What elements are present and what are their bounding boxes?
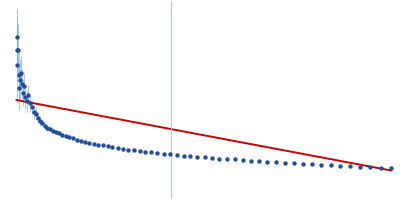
Point [282,161,288,164]
Point [367,166,374,169]
Point [42,124,48,127]
Point [232,158,238,161]
Point [273,161,279,164]
Point [28,106,35,109]
Point [125,148,132,151]
Point [347,165,353,168]
Point [16,87,22,90]
Point [357,165,363,168]
Point [15,74,22,77]
Point [47,127,53,130]
Point [318,163,324,166]
Point [78,139,84,142]
Point [14,35,20,39]
Point [160,152,167,155]
Point [20,91,26,94]
Point [32,112,39,115]
Point [37,120,43,123]
Point [27,102,33,105]
Point [264,160,271,163]
Point [300,162,306,165]
Point [59,133,66,136]
Point [56,132,62,135]
Point [328,164,334,167]
Point [22,95,28,98]
Point [21,85,27,88]
Point [167,153,173,156]
Point [224,157,230,161]
Point [388,167,394,170]
Point [377,166,384,169]
Point [14,63,20,66]
Point [70,137,76,140]
Point [82,140,88,143]
Point [104,145,111,148]
Point [53,130,59,134]
Point [50,129,56,132]
Point [25,93,32,96]
Point [256,159,262,163]
Point [202,156,208,159]
Point [17,78,23,81]
Point [14,48,20,51]
Point [209,156,215,159]
Point [66,135,73,139]
Point [120,147,126,151]
Point [34,117,41,120]
Point [24,99,30,103]
Point [187,155,194,158]
Point [74,138,80,141]
Point [19,82,25,86]
Point [248,159,254,162]
Point [180,154,187,157]
Point [30,110,37,113]
Point [308,162,315,166]
Point [15,48,21,51]
Point [337,164,344,167]
Point [290,162,297,165]
Point [95,143,101,146]
Point [63,134,69,137]
Point [114,146,121,150]
Point [142,150,148,153]
Point [44,126,50,129]
Point [174,153,180,156]
Point [216,157,223,160]
Point [148,151,154,154]
Point [39,122,46,125]
Point [100,144,106,147]
Point [136,149,143,153]
Point [131,149,137,152]
Point [154,151,161,155]
Point [194,155,200,158]
Point [86,141,92,144]
Point [109,146,116,149]
Point [18,72,24,75]
Point [90,142,97,145]
Point [240,158,246,162]
